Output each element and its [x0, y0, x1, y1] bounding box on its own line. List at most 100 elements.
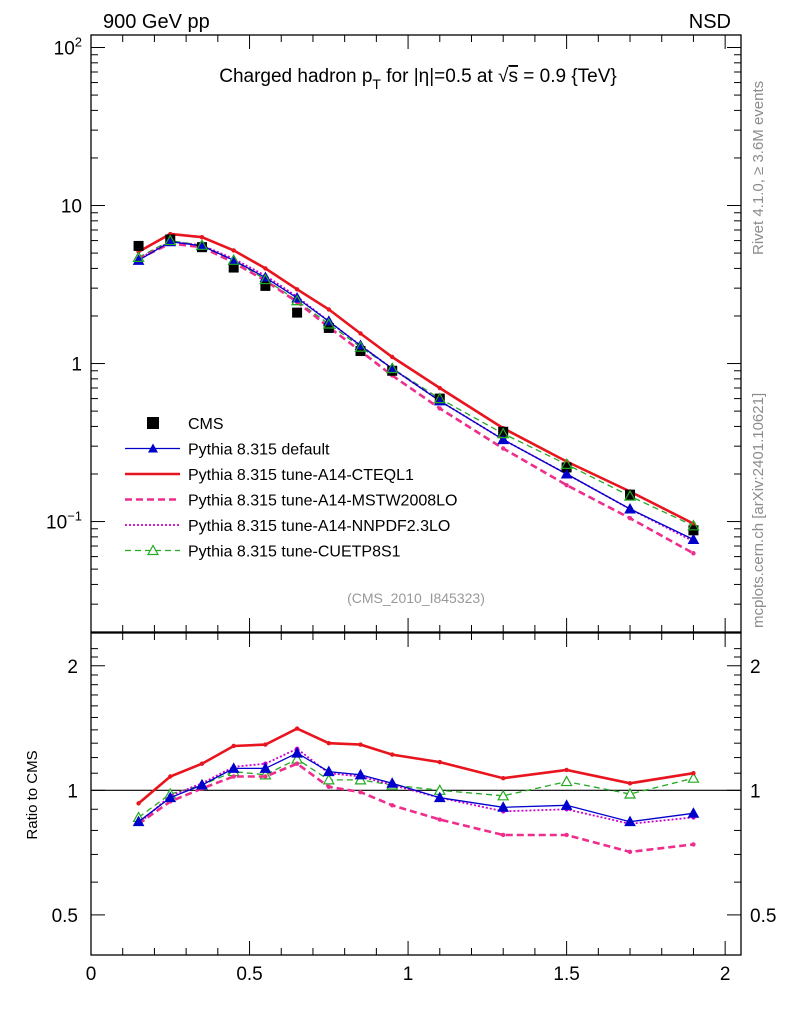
main-series-5-marker: [291, 294, 304, 306]
main-series-1-marker: [165, 236, 176, 246]
ratio-series-0-point: [227, 762, 240, 773]
main-series-3-point: [627, 516, 633, 521]
cms-data-point: [498, 426, 509, 437]
main-series-1-line: [138, 241, 694, 541]
ratio-panel-frame: [90, 632, 742, 956]
main-series-5-marker: [259, 273, 272, 285]
ratio-series-4-point: [497, 789, 510, 801]
cms-data-point: [292, 307, 303, 318]
main-series-1-marker: [561, 468, 572, 478]
ratio-y-tick-label-0.5: 0.5: [52, 906, 78, 927]
main-series-2-point: [294, 287, 300, 292]
legend-label: CMS: [188, 416, 224, 433]
ratio-series-0-point: [433, 791, 446, 803]
ratio-series-0-point: [560, 799, 573, 810]
ratio-y-tick-label-1-right: 1: [750, 781, 761, 802]
ratio-series-1-point: [691, 771, 696, 776]
main-panel-frame: [90, 34, 742, 633]
ratio-series-1-point: [231, 743, 236, 749]
ratio-series-1-point: [168, 774, 173, 779]
main-series-5-marker: [132, 251, 145, 262]
ratio-y-axis-label: Ratio to CMS: [24, 750, 41, 839]
cms-data-point: [133, 240, 144, 251]
main-y-tick-labels: 102 10 1 10−1: [46, 35, 82, 534]
main-series-2-point: [199, 235, 205, 240]
ratio-series-2-point: [294, 761, 300, 766]
y-tick-label-0.1: 10−1: [46, 509, 82, 534]
x-tick-label: 1: [403, 964, 414, 985]
main-series-5-marker: [322, 317, 335, 329]
main-series-2-point: [390, 354, 395, 360]
main-series-1-marker: [196, 240, 207, 250]
ratio-series-4-point: [354, 773, 367, 785]
ratio-series-4-point: [322, 773, 335, 785]
analysis-tag: (CMS_2010_I845323): [347, 590, 485, 606]
legend-label: Pythia 8.315 tune-A14-NNPDF2.3LO: [188, 518, 450, 535]
ratio-series-4-line: [138, 758, 694, 818]
process-label: NSD: [689, 11, 731, 33]
ratio-series-2-point: [627, 849, 633, 855]
main-series-5-marker: [560, 458, 573, 469]
main-series-1-marker: [688, 534, 699, 544]
ratio-series-group: [132, 726, 700, 855]
main-series-1-marker: [228, 255, 239, 265]
main-series-group: [132, 231, 700, 556]
x-tick-label: 2: [720, 964, 731, 985]
cms-data-point: [561, 462, 572, 473]
ratio-series-0-point: [322, 765, 335, 777]
x-tick-label: 0.5: [236, 964, 262, 985]
ratio-y-tick-label-0.5-right: 0.5: [750, 906, 776, 927]
ratio-series-1-point: [564, 767, 569, 773]
main-series-5-marker: [227, 254, 240, 265]
ratio-series-1-point: [199, 761, 205, 766]
ratio-y-tick-labels: 2 1 0.5 2 1 0.5: [52, 657, 777, 927]
ratio-series-0-point: [196, 778, 208, 790]
ratio-series-2-point: [564, 832, 569, 838]
main-series-5-marker: [354, 340, 367, 352]
main-series-3-point: [437, 406, 442, 411]
ratio-series-2-point: [326, 784, 332, 789]
ratio-series-0-point: [259, 762, 272, 773]
main-series-3-point: [564, 482, 569, 488]
cms-data-point: [625, 489, 636, 500]
mcplots-label: mcplots.cern.ch [arXiv:2401.10621]: [750, 393, 767, 628]
ratio-series-2-point: [358, 789, 363, 795]
ratio-series-2-point: [231, 774, 236, 779]
ratio-series-1-point: [500, 775, 506, 781]
cms-data-point: [228, 262, 239, 273]
main-series-5-marker: [497, 427, 510, 439]
ratio-series-0-point: [132, 815, 145, 827]
main-axis-ticks: [90, 35, 741, 633]
main-series-5-marker: [624, 489, 637, 501]
ratio-y-tick-label-1: 1: [67, 781, 78, 802]
main-series-5-marker: [386, 362, 399, 374]
ratio-series-2-point: [263, 774, 268, 779]
ratio-series-1-point: [263, 742, 268, 747]
main-series-1-marker: [498, 434, 509, 444]
ratio-series-1-line: [137, 727, 694, 805]
legend-label: Pythia 8.315 default: [188, 442, 330, 459]
ratio-y-tick-label-2: 2: [67, 657, 78, 678]
main-series-2-point: [326, 307, 332, 312]
ratio-series-1-point: [294, 726, 300, 731]
ratio-series-0-point: [164, 791, 177, 803]
main-series-5-marker: [195, 239, 208, 250]
cms-data-point: [260, 280, 271, 291]
main-series-2-line: [137, 232, 694, 525]
ratio-series-0-point: [291, 747, 303, 758]
ratio-series-2-point: [691, 842, 696, 847]
ratio-series-0-point: [497, 801, 510, 812]
y-tick-label-1: 1: [71, 355, 82, 376]
ratio-series-1-point: [437, 759, 442, 765]
main-series-5-marker: [164, 234, 177, 246]
ratio-series-0-line: [138, 752, 694, 823]
main-series-2-point: [263, 266, 268, 271]
ratio-series-4-point: [560, 775, 573, 787]
ratio-series-0-point: [624, 815, 636, 827]
legend: CMS Pythia 8.315 default Pythia 8.315 tune…: [125, 416, 457, 561]
main-series-5-marker: [433, 392, 446, 404]
legend-marker-cms: [147, 417, 159, 429]
legend-label: Pythia 8.315 tune-CUETP8S1: [188, 544, 401, 561]
x-tick-label: 0: [86, 964, 97, 985]
ratio-series-1-point: [136, 801, 141, 806]
